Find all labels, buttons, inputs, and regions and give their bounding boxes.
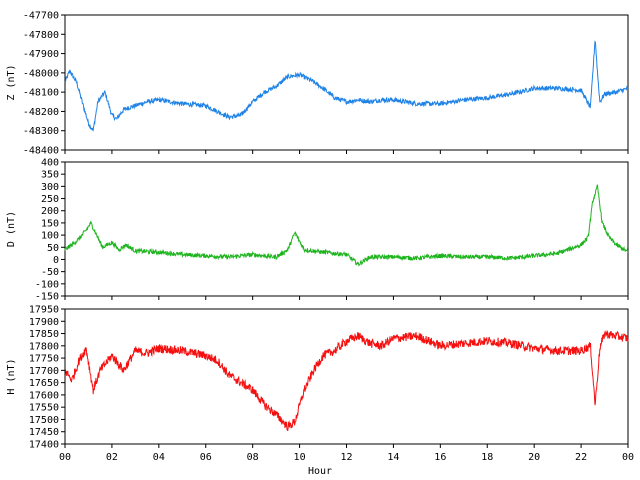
x-tick-label: 06 [200, 452, 212, 463]
y-tick-label: 17750 [29, 354, 59, 365]
y-tick-label: 17800 [29, 341, 59, 352]
y-tick-label: 17550 [29, 403, 59, 414]
y-tick-label: 17850 [29, 329, 59, 340]
x-tick-label: 20 [528, 452, 540, 463]
y-tick-label: -48000 [23, 68, 59, 79]
x-tick-label: 16 [434, 452, 446, 463]
y-tick-label: 350 [41, 170, 59, 181]
y-tick-label: 17450 [29, 427, 59, 438]
y-tick-label: 150 [41, 218, 59, 229]
x-tick-label: 04 [153, 452, 165, 463]
x-tick-label: 14 [387, 452, 399, 463]
y-tick-label: 17400 [29, 440, 59, 451]
y-axis-title: D (nT) [6, 211, 17, 247]
x-tick-label: 02 [106, 452, 118, 463]
y-tick-label: 100 [41, 231, 59, 242]
y-tick-label: -48100 [23, 88, 59, 99]
plot-frame [64, 161, 629, 297]
x-tick-label: 22 [575, 452, 587, 463]
y-tick-label: 300 [41, 182, 59, 193]
y-tick-label: 250 [41, 194, 59, 205]
y-tick-label: 0 [53, 255, 59, 266]
plot-frame [64, 14, 629, 151]
y-tick-label: -50 [41, 267, 59, 278]
y-tick-label: -100 [35, 279, 59, 290]
y-axis-title: H (nT) [6, 358, 17, 394]
y-tick-label: 17650 [29, 378, 59, 389]
y-tick-label: 17700 [29, 366, 59, 377]
y-axis-title: Z (nT) [6, 64, 17, 100]
panel-z: -47700 -47800 -47900 -48000 -48100 -48200 -483… [6, 11, 629, 157]
y-tick-label: -48300 [23, 126, 59, 137]
y-tick-label: 17950 [29, 305, 59, 316]
x-tick-label: 18 [481, 452, 493, 463]
x-tick-label: 10 [294, 452, 306, 463]
y-tick-label: 17600 [29, 390, 59, 401]
y-tick-label: 50 [47, 243, 59, 254]
y-tick-label: -150 [35, 292, 59, 303]
series-line-d [64, 184, 629, 267]
y-tick-label: 17900 [29, 317, 59, 328]
chart-panels: -47700 -47800 -47900 -48000 -48100 -48200 -483… [6, 11, 634, 464]
x-tick-label: 00 [59, 452, 71, 463]
y-tick-label: -48200 [23, 107, 59, 118]
y-tick-label: 17500 [29, 415, 59, 426]
x-tick-label: 00 [622, 452, 634, 463]
y-tick-label: -47700 [23, 11, 59, 22]
series-line-h [64, 329, 629, 431]
y-tick-label: -47900 [23, 49, 59, 60]
x-tick-label: 08 [247, 452, 259, 463]
y-tick-label: -48400 [23, 146, 59, 157]
y-tick-label: 400 [41, 158, 59, 169]
y-tick-label: -47800 [23, 30, 59, 41]
y-tick-label: 200 [41, 206, 59, 217]
series-line-z [64, 40, 629, 132]
x-axis-title: Hour [308, 466, 332, 477]
plot-frame [64, 308, 629, 445]
x-tick-label: 12 [340, 452, 352, 463]
